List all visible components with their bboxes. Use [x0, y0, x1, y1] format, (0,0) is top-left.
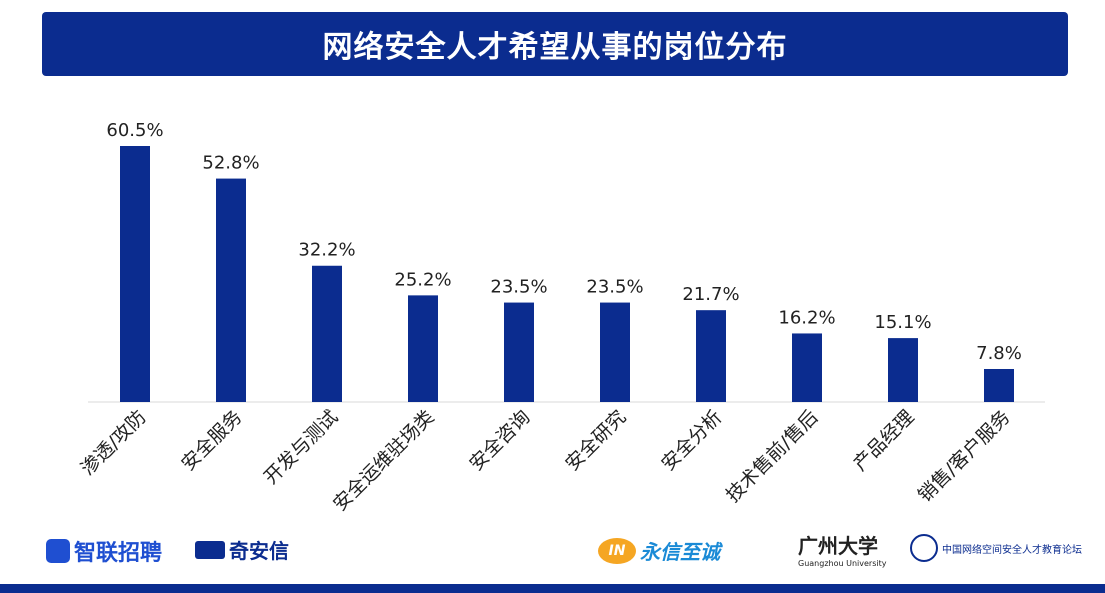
category-label: 产品经理: [849, 406, 918, 475]
category-label: 安全咨询: [465, 406, 534, 475]
bar: [888, 338, 918, 402]
chart-title: 网络安全人才希望从事的岗位分布: [322, 30, 788, 65]
category-label: 安全运维驻场类: [329, 406, 439, 516]
bar: [696, 310, 726, 402]
bar: [312, 265, 342, 402]
data-label: 15.1%: [874, 312, 931, 333]
category-label: 渗透/攻防: [77, 406, 151, 480]
data-label: 25.2%: [394, 269, 451, 290]
data-label: 23.5%: [490, 277, 547, 298]
data-label: 21.7%: [682, 284, 739, 305]
bar: [984, 368, 1014, 402]
data-label: 32.2%: [298, 240, 355, 261]
data-label: 60.5%: [106, 120, 163, 141]
category-label: 技术售前/售后: [722, 406, 823, 507]
zhaopin-logo: 智联招聘: [46, 535, 162, 567]
data-label: 16.2%: [778, 307, 835, 328]
data-label: 52.8%: [202, 153, 259, 174]
qianxin-logo: 奇安信: [195, 535, 289, 564]
chart-title-bar: 网络安全人才希望从事的岗位分布: [42, 12, 1068, 76]
bottom-strip: [0, 584, 1105, 593]
bar: [600, 302, 630, 402]
data-label: 23.5%: [586, 277, 643, 298]
data-label: 7.8%: [976, 343, 1022, 364]
bar: [792, 333, 822, 402]
bar: [504, 302, 534, 402]
yongxin-logo: IN 永信至诚: [598, 536, 720, 565]
category-label: 安全服务: [177, 406, 246, 475]
category-label: 安全研究: [561, 406, 630, 475]
bar: [216, 178, 246, 402]
guangzhou-university-logo: 广州大学 Guangzhou University: [798, 534, 887, 568]
category-label: 开发与测试: [260, 406, 343, 489]
category-label: 安全分析: [657, 406, 726, 475]
forum-logo: 中国网络空间安全人才教育论坛: [910, 534, 1082, 562]
bar: [120, 146, 150, 402]
bar: [408, 295, 438, 402]
sponsor-logos: 智联招聘 奇安信 IN 永信至诚 广州大学 Guangzhou Universi…: [0, 530, 1105, 580]
category-label: 销售/客户服务: [914, 406, 1015, 507]
